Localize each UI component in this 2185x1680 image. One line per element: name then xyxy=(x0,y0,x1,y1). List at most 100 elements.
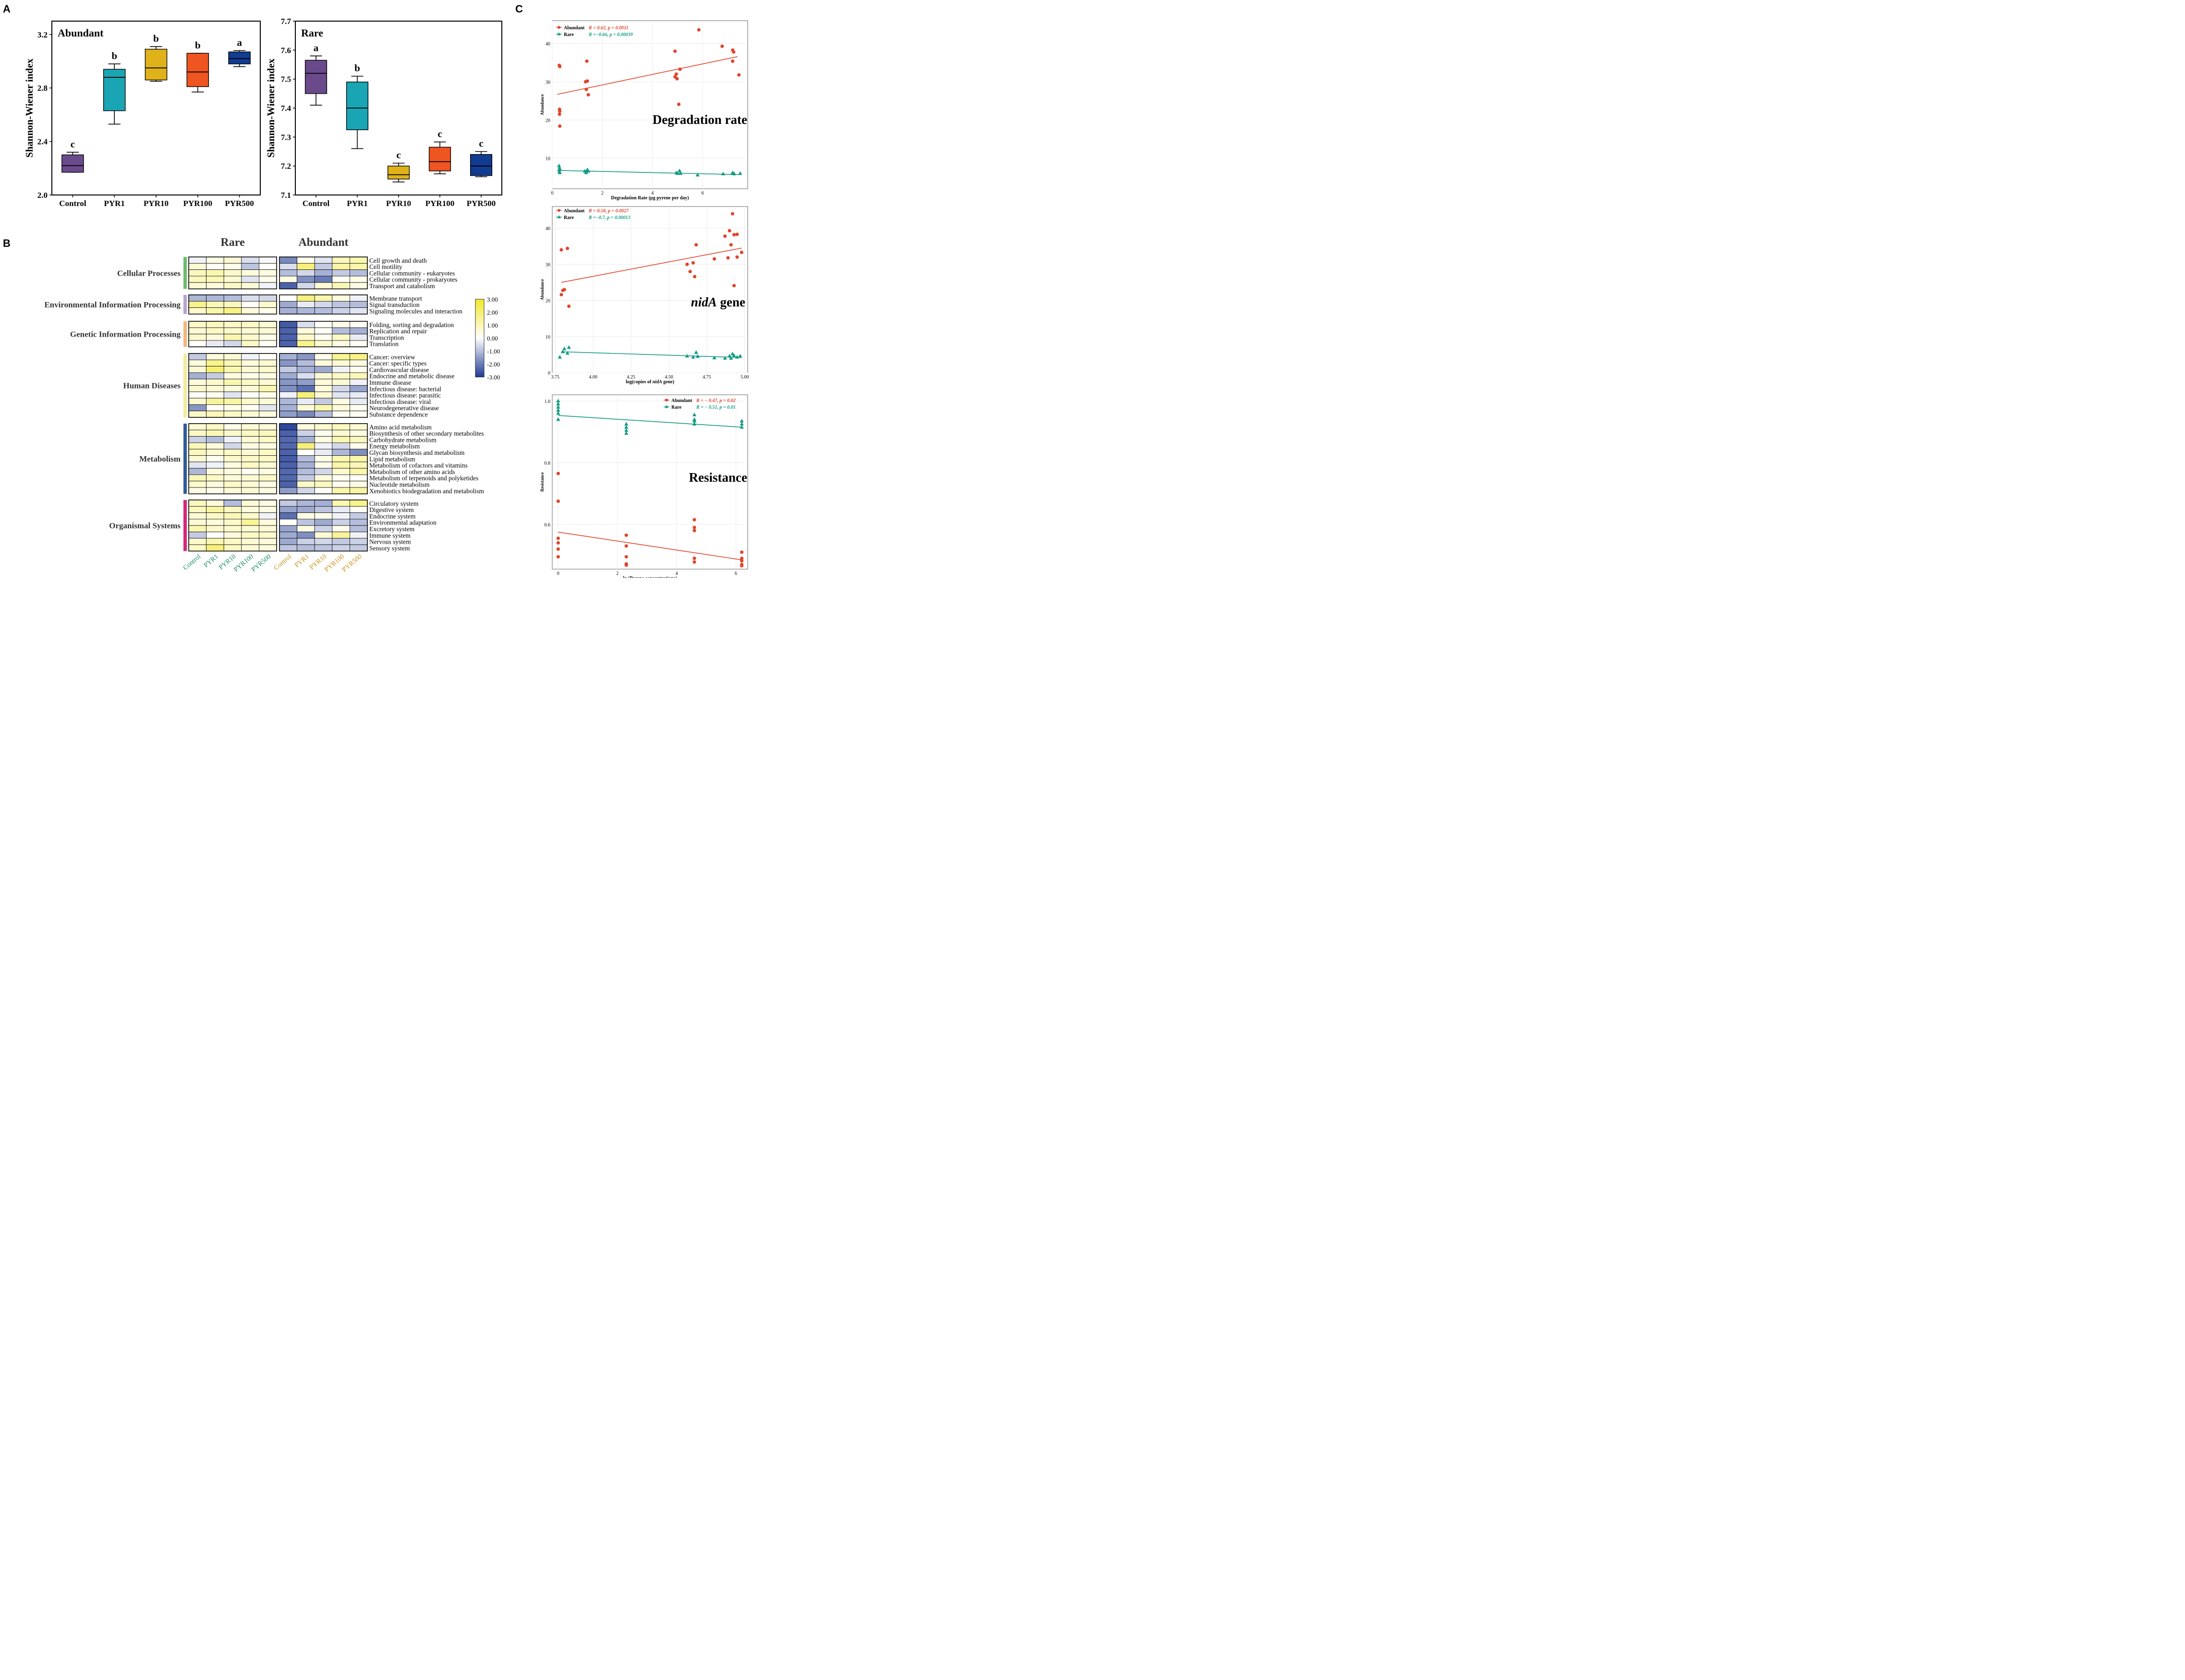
significance-letter: c xyxy=(396,149,401,161)
point-rare xyxy=(584,170,588,174)
heatmap-cell-rare xyxy=(259,519,277,526)
pathway-label: Immune disease xyxy=(369,379,411,386)
boxplot-rare: 7.1 7.2 7.3 7.4 7.5 7.6 7.7 Shannon-Wiener inde… xyxy=(265,17,502,208)
heatmap-cell-rare xyxy=(259,269,277,277)
heatmap-cell-rare xyxy=(259,442,277,450)
box-pyr1 xyxy=(346,81,369,130)
heatmap-cell-rare xyxy=(188,481,206,488)
heatmap-cell-rare xyxy=(206,378,224,386)
point-abundant xyxy=(558,124,562,128)
heatmap-cell-rare xyxy=(206,468,224,475)
point-rare xyxy=(624,428,629,432)
box-pyr100 xyxy=(428,146,451,171)
heatmap-cell-abundant xyxy=(297,519,315,526)
legend-label: Rare xyxy=(564,215,574,220)
heatmap-cell-rare xyxy=(241,436,259,443)
heatmap-cell-rare xyxy=(241,372,259,379)
point-rare xyxy=(740,419,744,423)
heatmap-cell-rare xyxy=(188,525,206,532)
heatmap-cell-abundant xyxy=(279,327,297,334)
significance-letter: b xyxy=(354,62,360,74)
heatmap-cell-abundant xyxy=(350,301,368,308)
heatmap-cell-abundant xyxy=(297,429,315,437)
heatmap-cell-abundant xyxy=(297,327,315,334)
legend-label: Rare xyxy=(564,32,574,37)
point-abundant xyxy=(556,499,560,503)
plot-annotation: Degradation rate xyxy=(653,112,747,127)
y-tick-label: 40 xyxy=(546,42,550,47)
heatmap-cell-rare xyxy=(188,449,206,456)
y-tick-label: 2.8 xyxy=(37,84,48,93)
y-tick-label: 7.1 xyxy=(281,191,291,200)
y-tick-label: 7.5 xyxy=(281,75,291,84)
heatmap-cell-abundant xyxy=(314,398,333,405)
heatmap-cell-rare xyxy=(188,353,206,360)
legend-label: Abundant xyxy=(671,398,692,403)
heatmap-cell-abundant xyxy=(314,340,333,347)
heatmap-cell-abundant xyxy=(350,475,368,482)
legend-label: Abundant xyxy=(564,208,585,214)
heatmap-cell-abundant xyxy=(279,462,297,469)
legend-stat: R = 0.58, p = 0.0027 xyxy=(588,208,629,214)
point-abundant xyxy=(694,243,698,247)
y-tick-label: 2.4 xyxy=(37,137,48,146)
x-tick-label: PYR100 xyxy=(183,199,212,208)
heatmap-cell-abundant xyxy=(332,398,350,405)
heatmap-cell-rare xyxy=(241,353,259,360)
heatmap-cell-abundant xyxy=(297,436,315,443)
heatmap-cell-rare xyxy=(188,276,206,283)
category-color-bar xyxy=(183,295,187,314)
heatmap-cell-abundant xyxy=(350,436,368,443)
point-rare xyxy=(556,411,560,415)
heatmap-cell-rare xyxy=(223,398,242,405)
column-label-abundant: PYR500 xyxy=(341,553,364,573)
heatmap-cell-abundant xyxy=(279,475,297,482)
heatmap-cell-abundant xyxy=(332,436,350,443)
heatmap-cell-rare xyxy=(241,282,259,289)
heatmap-cell-abundant xyxy=(332,487,350,494)
heatmap-cell-abundant xyxy=(332,481,350,488)
heatmap-cell-abundant xyxy=(314,506,333,513)
heatmap-cell-rare xyxy=(206,263,224,270)
box-pyr500 xyxy=(470,154,493,176)
point-abundant xyxy=(556,541,560,545)
heatmap-cell-rare xyxy=(241,423,259,430)
heatmap-cell-rare xyxy=(259,321,277,328)
y-axis-label: Resistance xyxy=(540,472,545,492)
point-abundant xyxy=(674,72,678,76)
pathway-label: Replication and repair xyxy=(369,328,427,335)
point-abundant xyxy=(685,262,689,266)
heatmap-cell-abundant xyxy=(350,269,368,277)
heatmap-cell-rare xyxy=(259,391,277,399)
heatmap-cell-rare xyxy=(206,398,224,405)
heatmap-cell-abundant xyxy=(297,353,315,360)
heatmap-cell-abundant xyxy=(297,506,315,513)
y-axis-label: Shannon-Wiener index xyxy=(24,58,35,158)
y-axis-label: Shannon-Wiener index xyxy=(265,58,277,158)
heatmap-cell-abundant xyxy=(350,372,368,379)
heatmap-cell-rare xyxy=(241,525,259,532)
heatmap-cell-abundant xyxy=(314,294,333,302)
heatmap-cell-rare xyxy=(188,455,206,463)
significance-letter: a xyxy=(314,42,319,53)
heatmap-cell-abundant xyxy=(350,263,368,270)
point-rare xyxy=(732,171,737,175)
point-abundant xyxy=(688,269,692,273)
heatmap-cell-abundant xyxy=(279,256,297,264)
heatmap-cell-rare xyxy=(223,282,242,289)
heatmap-cell-abundant xyxy=(350,282,368,289)
heatmap-cell-rare xyxy=(188,385,206,392)
legend-label: Abundant xyxy=(564,25,585,31)
heatmap-cell-abundant xyxy=(332,276,350,283)
point-rare xyxy=(558,167,562,171)
y-tick-label: 7.3 xyxy=(281,133,291,142)
x-axis-label-part: nidA xyxy=(653,379,662,385)
heatmap-cell-abundant xyxy=(350,449,368,456)
x-tick-label: PYR1 xyxy=(104,199,124,208)
point-abundant xyxy=(692,518,696,522)
heatmap-cell-rare xyxy=(223,532,242,539)
heatmap-cell-rare xyxy=(223,378,242,386)
heatmap-cell-rare xyxy=(188,398,206,405)
heatmap-cell-abundant xyxy=(279,544,297,551)
plot-frame xyxy=(552,20,748,189)
